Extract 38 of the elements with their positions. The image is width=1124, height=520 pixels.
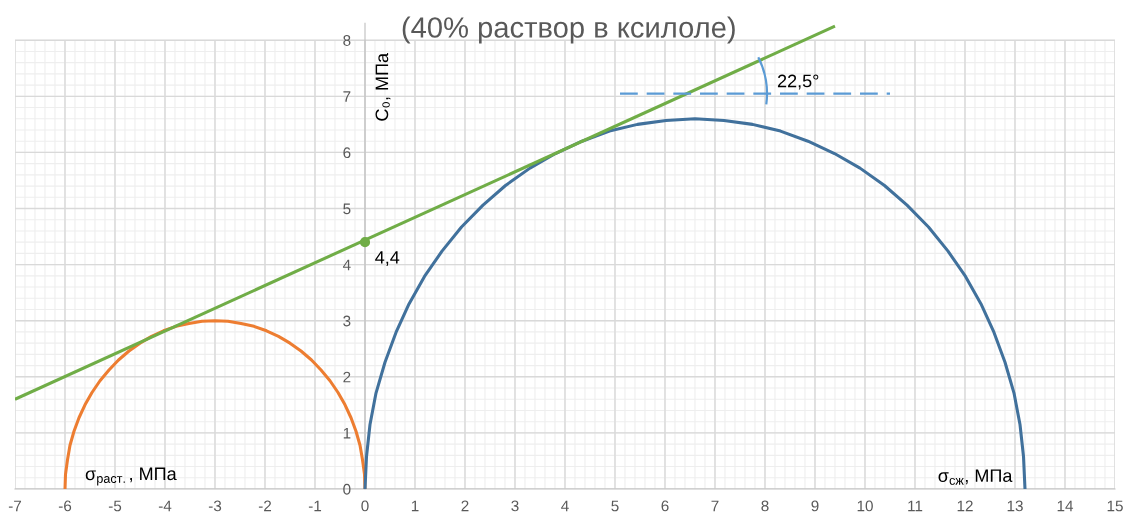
y-tick-label: 0: [343, 483, 351, 495]
x-tick-label: 15: [1107, 500, 1123, 512]
x-tick-label: -6: [58, 500, 72, 512]
x-tick-label: -3: [208, 500, 222, 512]
x-tick-label: 10: [857, 500, 873, 512]
x-tick-label: 6: [661, 500, 669, 512]
x-tick-label: 7: [711, 500, 719, 512]
y-tick-label: 4: [342, 259, 351, 271]
x-tick-label: 0: [361, 500, 369, 512]
y-tick-label: 6: [343, 147, 351, 159]
y-tick-label: 5: [343, 203, 351, 215]
x-tick-label: 12: [957, 500, 973, 512]
x-tick-label: 2: [461, 500, 469, 512]
x-tick-label: 8: [761, 500, 769, 512]
x-tick-label: 13: [1007, 500, 1023, 512]
x-axis-title: σ$_{сж}$, МПа: [938, 469, 1013, 485]
x-tick-label: 5: [611, 500, 619, 512]
annotation: 22,5°: [777, 74, 819, 90]
y-tick-label: 7: [343, 91, 351, 102]
y-tick-label: 8: [343, 35, 351, 46]
x-tick-label: 14: [1057, 500, 1074, 512]
y-tick-label: 3: [343, 315, 351, 327]
x-tick-label: -4: [158, 500, 172, 512]
x-tick-label: 9: [811, 500, 819, 512]
y-tick-label: 1: [343, 427, 351, 439]
x-tick-label: 11: [908, 500, 923, 512]
x-tick-label: -1: [308, 500, 322, 512]
x-tick-label: 3: [511, 500, 519, 512]
y-tick-label: 2: [343, 371, 351, 383]
x-tick-label: -7: [8, 500, 22, 512]
x-tick-label: 4: [561, 500, 569, 512]
y-axis-title: C₀, МПа: [375, 52, 391, 121]
x-tick-label: -5: [108, 500, 122, 512]
annotation: σ$_{раст.}$, МПа: [85, 467, 177, 486]
data-label: 4,4: [375, 251, 400, 266]
x-tick-label: 1: [411, 500, 419, 512]
x-tick-label: -2: [258, 500, 272, 512]
chart-title: (40% раствор в ксилоле): [402, 16, 735, 44]
